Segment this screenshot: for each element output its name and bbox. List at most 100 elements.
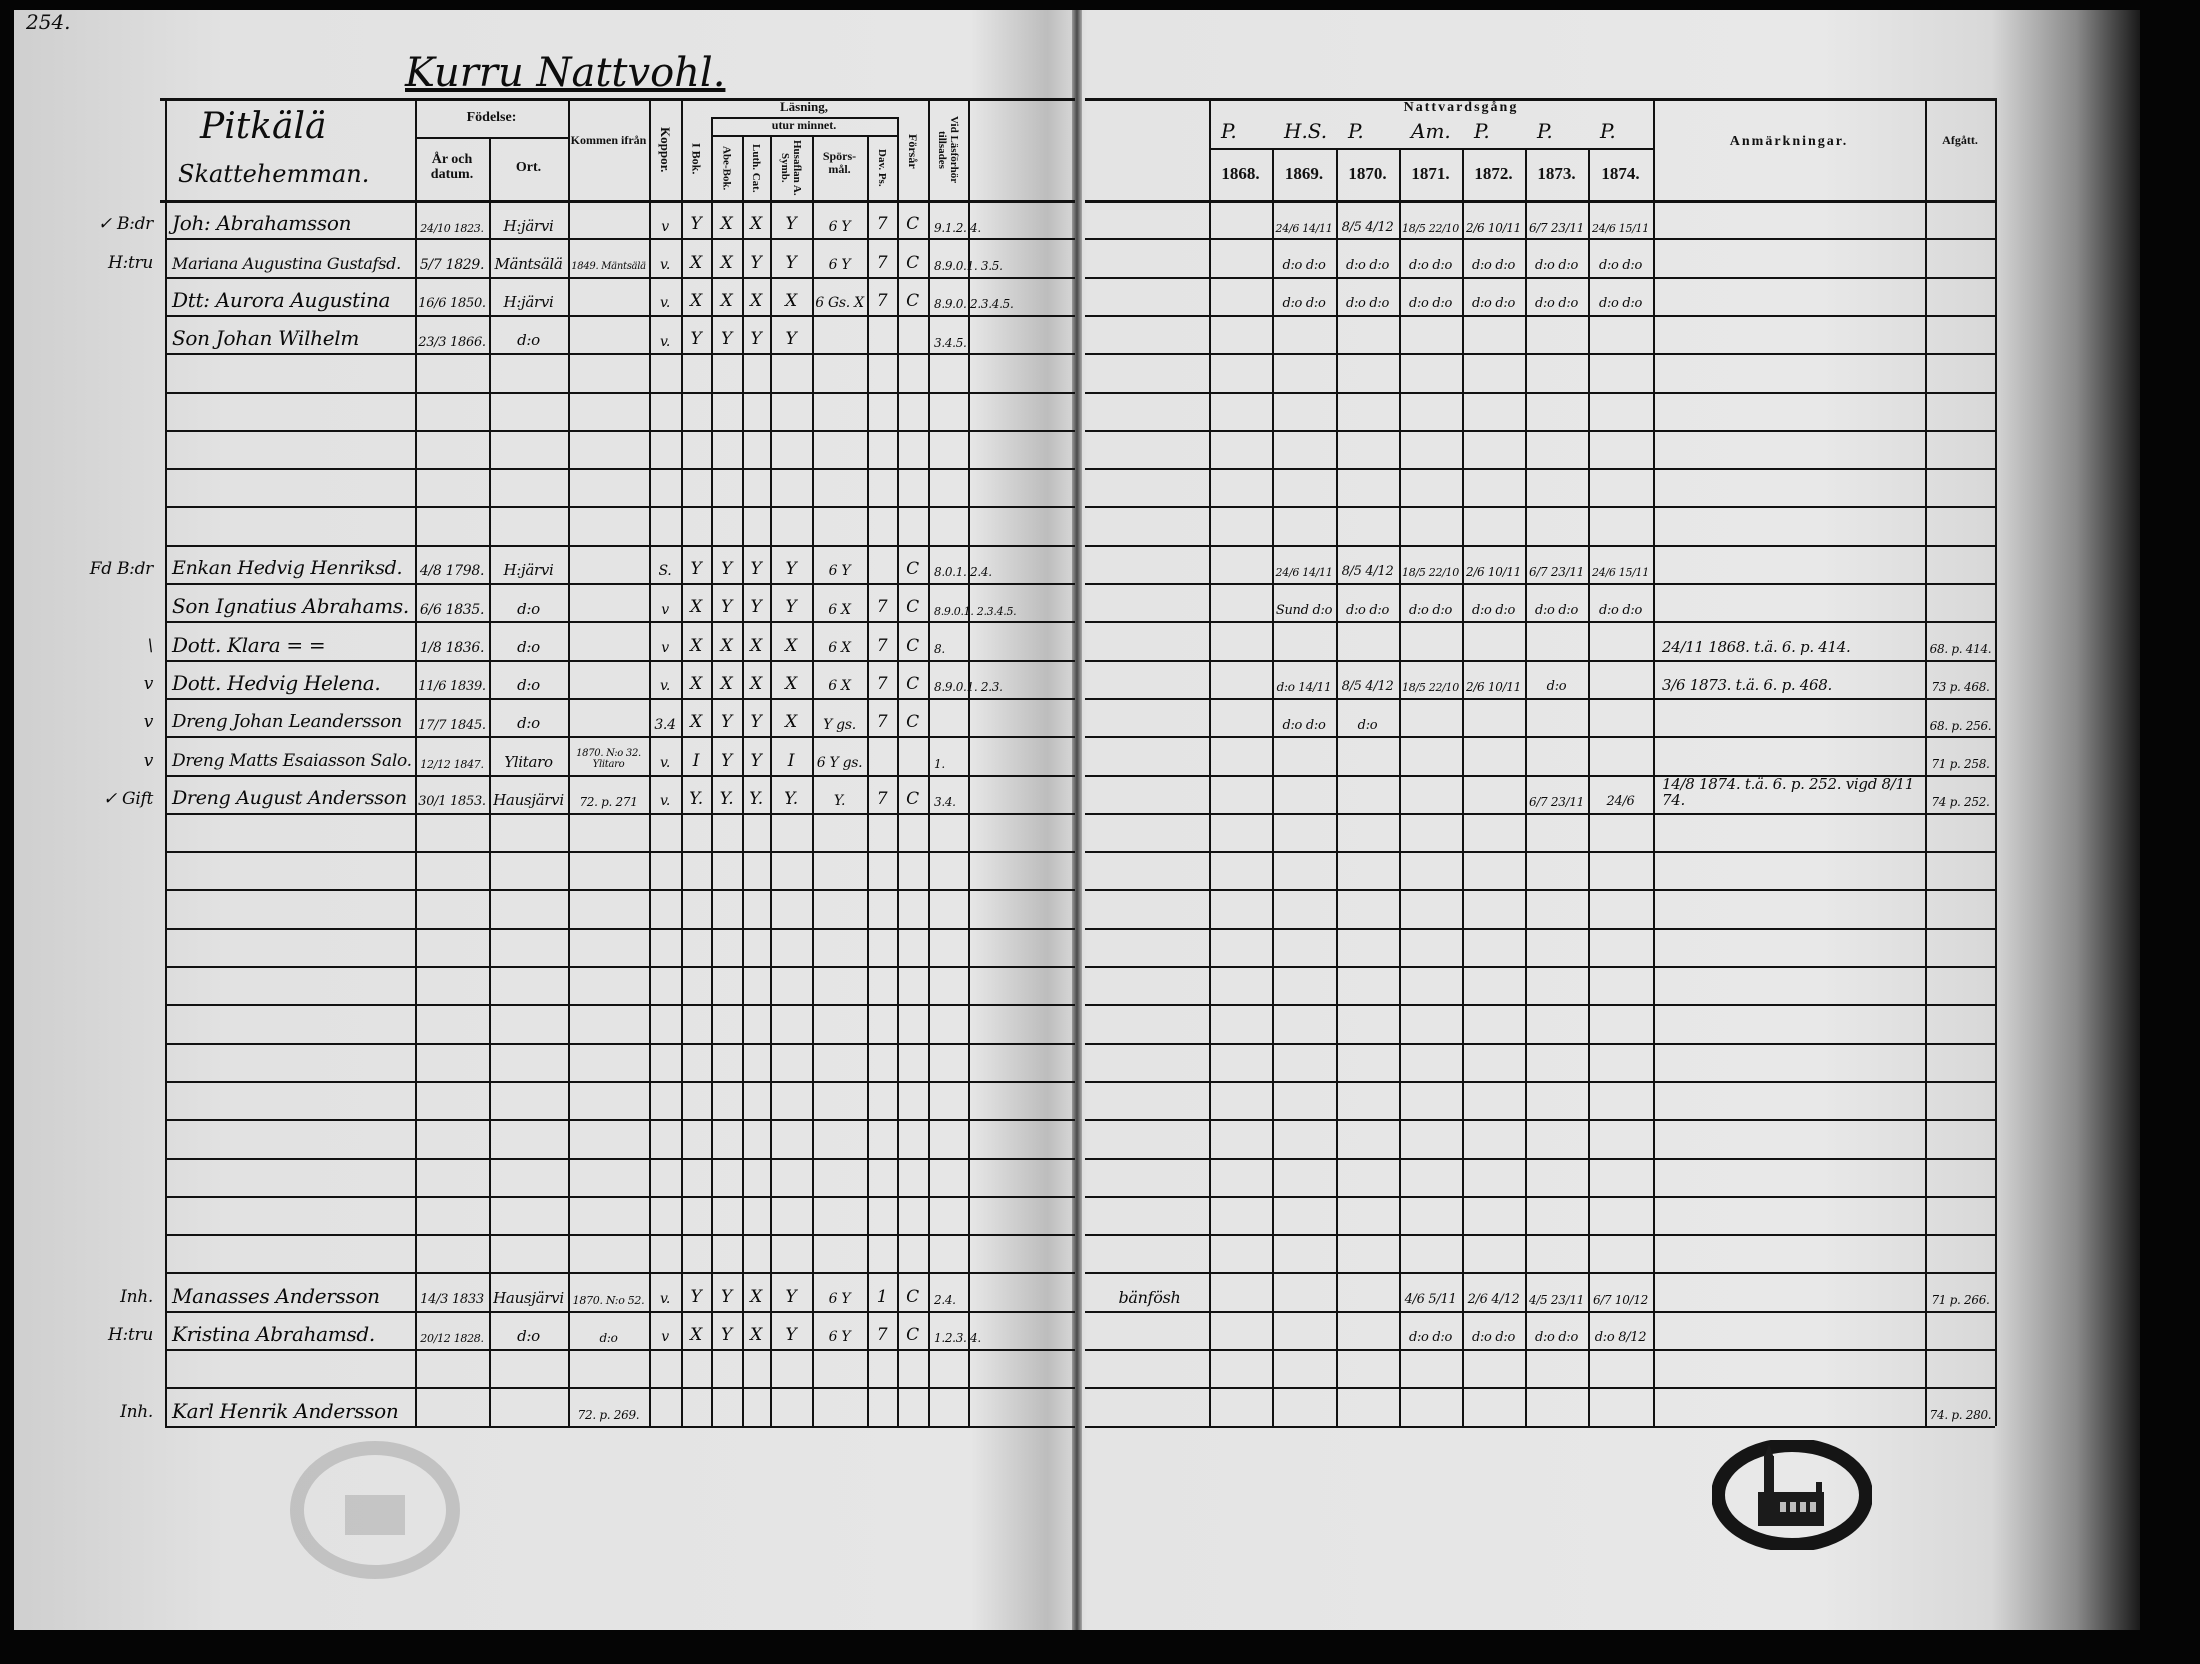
abe-cell-text: Y: [721, 712, 732, 733]
row-rule: [1085, 238, 1995, 240]
abe-cell: Y: [712, 700, 741, 735]
spors-cell: 6 Y: [813, 240, 866, 275]
spors-cell-text: 6 Y gs.: [816, 754, 863, 771]
row-rule: [1085, 1349, 1995, 1351]
from-cell: 72. p. 271: [569, 777, 648, 812]
ibok-cell: Y: [682, 547, 710, 582]
nattvard-1871-cell: 18/5 22/10: [1400, 547, 1461, 582]
tills-cell: 8.: [931, 623, 1019, 658]
spors-cell: Y.: [813, 777, 866, 812]
column-rule: [812, 135, 814, 1426]
ibok-cell: X: [682, 1313, 710, 1348]
luth-cell-text: X: [750, 635, 762, 656]
husa-cell: X: [771, 700, 811, 735]
spors-cell: 6 Gs. X: [813, 279, 866, 314]
husa-cell-text: Y: [785, 214, 797, 235]
spors-cell: Y gs.: [813, 700, 866, 735]
tills-cell-text: 8.9.0.1. 3.5.: [934, 259, 1003, 273]
birth-cell-text: 5/7 1829.: [419, 256, 485, 273]
davps-cell-text: 7: [876, 1325, 888, 1346]
nattvard-1874-cell: 24/6: [1589, 777, 1652, 812]
birth-cell-text: 14/3 1833: [420, 1292, 484, 1308]
tills-cell: 8.9.0.1. 3.5.: [931, 240, 1019, 275]
nattvard-1869-cell-text: d:o d:o: [1282, 717, 1326, 733]
forsar-cell: C: [898, 1274, 927, 1309]
from-cell: 1870. N:o 32. Ylitaro: [569, 738, 648, 773]
header-husaflan: Husaflan A. Symb.: [779, 140, 804, 196]
header-kommen-ifran: Kommen ifrån: [570, 133, 647, 147]
name-cell: Dtt: Aurora Augustina: [166, 279, 414, 314]
place-cell-text: d:o: [517, 331, 540, 350]
header-anmarkningar: Anmärkningar.: [1729, 134, 1849, 149]
nattvard-1874-cell-text: d:o d:o: [1598, 602, 1643, 618]
name-cell-text: Karl Henrik Andersson: [172, 1398, 399, 1423]
husa-cell-text: Y: [785, 1325, 797, 1346]
row-rule: [1085, 698, 1995, 700]
priest-initial: H.S.: [1284, 119, 1328, 143]
nattvard-1872-cell-text: d:o d:o: [1471, 1330, 1516, 1346]
forsar-cell: C: [898, 202, 927, 237]
davps-cell-text: 7: [876, 712, 888, 733]
name-cell: Son Johan Wilhelm: [166, 317, 414, 352]
luth-cell-text: Y: [750, 252, 762, 273]
margin-cell-text: v: [143, 750, 154, 771]
margin-cell: v: [21, 662, 159, 697]
husa-cell: I: [771, 738, 811, 773]
spors-cell-text: 6 Y: [828, 1291, 851, 1307]
tills-cell-text: 1.2.3. 4.: [934, 1331, 981, 1346]
year-column-rule: [1272, 148, 1274, 1426]
margin-cell-text: H:tru: [108, 252, 153, 273]
margin-cell-text: Inh.: [120, 1286, 153, 1307]
name-cell: Enkan Hedvig Henriksd.: [166, 547, 414, 582]
nattvard-1872-cell: 2/6 10/11: [1463, 547, 1524, 582]
spors-cell: 6 Y: [813, 1313, 866, 1348]
birth-cell: 1/8 1836.: [416, 623, 488, 658]
nattvard-1872-cell: d:o d:o: [1463, 585, 1524, 620]
davps-cell-text: 7: [876, 788, 888, 809]
row-rule: [165, 621, 1075, 623]
row-rule: [1085, 660, 1995, 662]
husa-cell-text: I: [787, 750, 795, 771]
nattvard-1870-cell-text: d:o d:o: [1345, 257, 1390, 273]
husa-cell: Y.: [771, 777, 811, 812]
birth-cell: 30/1 1853.: [416, 777, 488, 812]
husa-cell-text: Y: [785, 559, 797, 580]
abe-cell-text: X: [720, 252, 733, 273]
luth-cell: X: [743, 662, 769, 697]
place-cell-text: d:o: [517, 1327, 540, 1346]
from-cell: 1849. Mäntsälä: [569, 240, 648, 275]
birth-cell-text: 1/8 1836.: [419, 639, 485, 656]
year-header: 1868.: [1221, 164, 1260, 183]
birth-cell: 4/8 1798.: [416, 547, 488, 582]
koppor-cell: S.: [650, 547, 680, 582]
nattvard-1872-cell: d:o d:o: [1463, 279, 1524, 314]
from-cell-text: 1849. Mäntsälä: [571, 261, 646, 273]
tills-cell-text: 9.1.2. 4.: [934, 220, 981, 235]
row-rule: [165, 1234, 1075, 1236]
row-rule: [1085, 966, 1995, 968]
luth-cell: Y: [743, 585, 769, 620]
abe-cell-text: Y: [721, 750, 732, 771]
husa-cell-text: Y: [785, 252, 797, 273]
husa-cell: X: [771, 662, 811, 697]
nattvard-1872-cell-text: 2/6 10/11: [1465, 565, 1521, 580]
spors-cell: 6 X: [813, 662, 866, 697]
davps-cell-text: 7: [876, 214, 888, 235]
tills-cell: 1.2.3. 4.: [931, 1313, 1019, 1348]
nattvard-1874-cell-text: d:o d:o: [1598, 257, 1643, 273]
row-rule: [165, 1081, 1075, 1083]
davps-cell: 7: [868, 279, 896, 314]
birth-cell: 23/3 1866.: [416, 317, 488, 352]
spors-cell: 6 X: [813, 585, 866, 620]
nattvard-1869-cell-text: 24/6 14/11: [1275, 566, 1333, 580]
nattvard-subrule: [1209, 148, 1653, 150]
nattvard-1870-cell-text: d:o d:o: [1345, 602, 1390, 618]
nattvard-1869-cell-text: 24/6 14/11: [1275, 221, 1333, 235]
year-column-rule: [1399, 148, 1401, 1426]
nattvard-1874-cell-text: 24/6 15/11: [1592, 221, 1649, 235]
nattvard-1874-cell-text: d:o 8/12: [1594, 1330, 1647, 1346]
anm-cell: 14/8 1874. t.ä. 6. p. 252. vigd 8/11 74.: [1654, 777, 1924, 812]
abe-cell-text: X: [720, 214, 733, 235]
row-rule: [1085, 621, 1995, 623]
nattvard-1872-cell-text: 2/6 10/11: [1465, 220, 1521, 235]
